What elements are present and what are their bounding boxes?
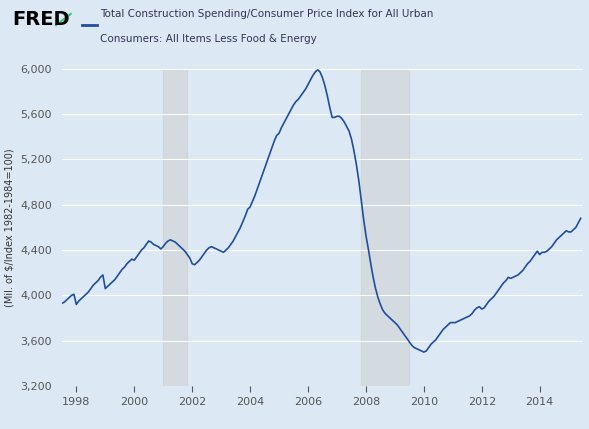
Bar [163,69,187,386]
Bar [361,69,409,386]
Y-axis label: (Mil. of $/Index 1982-1984=100): (Mil. of $/Index 1982-1984=100) [5,148,15,307]
Text: Consumers: All Items Less Food & Energy: Consumers: All Items Less Food & Energy [100,34,317,44]
Text: Total Construction Spending/Consumer Price Index for All Urban: Total Construction Spending/Consumer Pri… [100,9,434,19]
Text: FRED: FRED [12,10,70,29]
